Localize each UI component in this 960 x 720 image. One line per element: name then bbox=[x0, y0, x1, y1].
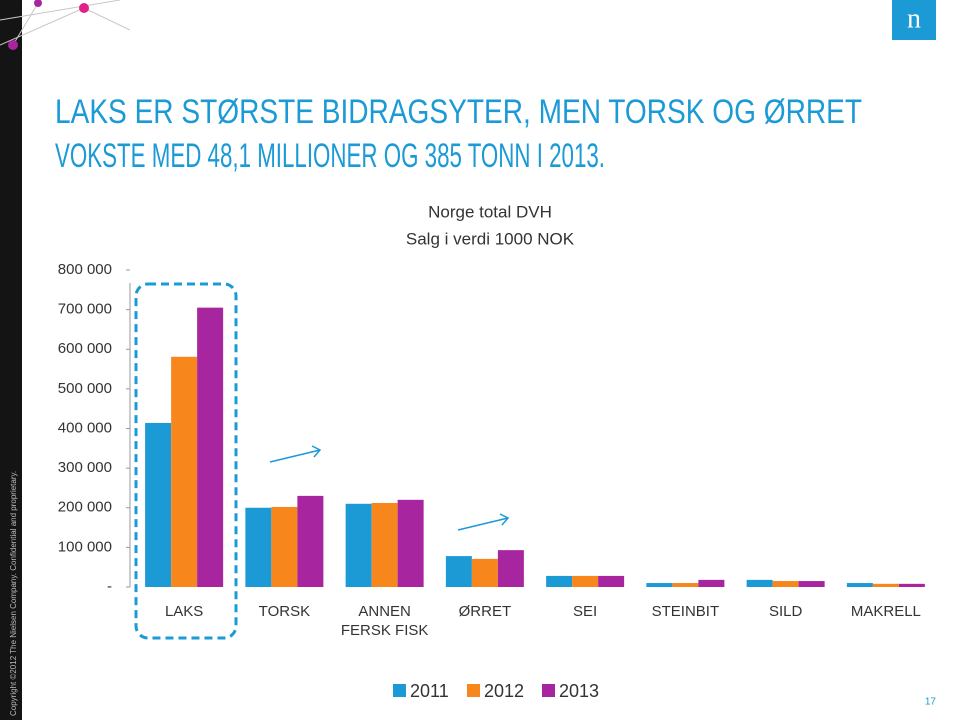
y-tick-label: 700 000 bbox=[58, 301, 112, 318]
y-tick-label: - bbox=[107, 578, 112, 595]
x-tick-label: MAKRELL bbox=[850, 603, 921, 620]
legend-label: 2012 bbox=[484, 681, 524, 701]
y-tick-label: 500 000 bbox=[58, 380, 112, 397]
legend-swatch bbox=[467, 684, 480, 697]
x-tick-label: LAKS bbox=[164, 603, 204, 620]
bar bbox=[397, 499, 424, 587]
y-tick-label: 300 000 bbox=[58, 459, 112, 476]
bar bbox=[171, 356, 198, 587]
bar bbox=[497, 550, 524, 587]
bar bbox=[598, 575, 625, 587]
bar bbox=[297, 495, 324, 587]
x-tick-label: TORSK bbox=[258, 603, 311, 620]
legend-label: 2013 bbox=[559, 681, 599, 701]
legend-swatch bbox=[542, 684, 555, 697]
logo-text: n bbox=[907, 3, 921, 34]
y-tick-label: 800 000 bbox=[58, 261, 112, 278]
chart-subtitle: Salg i verdi 1000 NOK bbox=[406, 229, 575, 248]
bar bbox=[672, 583, 699, 587]
bar bbox=[546, 575, 573, 587]
x-tick-label: ANNEN FERSK FISK bbox=[340, 603, 429, 639]
bar bbox=[145, 422, 172, 587]
chart-title: Norge total DVH bbox=[428, 202, 552, 221]
slide-title: VOKSTE MED 48,1 MILLIONER OG 385 TONN I … bbox=[55, 137, 605, 175]
bar bbox=[245, 507, 272, 587]
bar bbox=[746, 579, 773, 587]
bar bbox=[445, 556, 472, 587]
legend-swatch bbox=[393, 684, 406, 697]
bar bbox=[345, 503, 372, 587]
bar bbox=[271, 506, 298, 587]
bar bbox=[371, 502, 398, 587]
x-tick-label: SEI bbox=[573, 603, 598, 620]
bar bbox=[772, 581, 799, 587]
bar bbox=[898, 583, 925, 587]
bar bbox=[572, 575, 599, 587]
side-strip bbox=[0, 0, 22, 720]
x-tick-label: SILD bbox=[768, 603, 803, 620]
bar bbox=[471, 558, 498, 587]
y-tick-label: 100 000 bbox=[58, 538, 112, 555]
y-tick-label: 600 000 bbox=[58, 340, 112, 357]
decoration bbox=[0, 0, 131, 46]
bar bbox=[872, 583, 899, 587]
highlight-box bbox=[134, 282, 238, 640]
bar bbox=[798, 581, 825, 587]
slide-title: LAKS ER STØRSTE BIDRAGSYTER, MEN TORSK O… bbox=[55, 93, 862, 131]
bar bbox=[197, 307, 224, 587]
legend-label: 2011 bbox=[410, 681, 449, 701]
y-tick-label: 200 000 bbox=[58, 499, 112, 516]
decoration-dot bbox=[79, 3, 89, 13]
logo bbox=[892, 0, 936, 40]
x-tick-label: STEINBIT bbox=[651, 603, 720, 620]
decoration-dot bbox=[34, 0, 42, 7]
trend-arrow bbox=[269, 445, 510, 531]
bar bbox=[846, 583, 873, 587]
page-number: 17 bbox=[925, 697, 937, 708]
copyright: Copyright ©2012 The Nielsen Company. Con… bbox=[9, 471, 18, 716]
bar bbox=[698, 579, 725, 587]
bar bbox=[646, 583, 673, 587]
x-tick-label: ØRRET bbox=[458, 603, 512, 620]
decoration-dot bbox=[8, 40, 18, 50]
y-tick-label: 400 000 bbox=[58, 419, 112, 436]
